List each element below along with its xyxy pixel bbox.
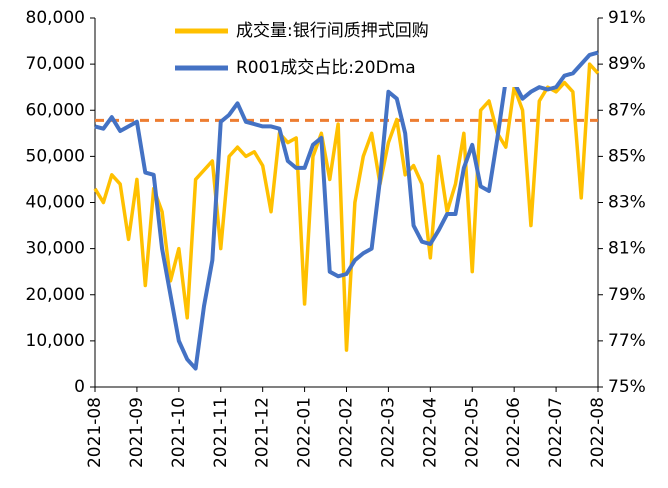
y-tick-label: 60,000 [26, 100, 85, 120]
series-line [93, 62, 600, 352]
y-tick-label: 40,000 [26, 193, 85, 213]
y2-tick-label: 85% [608, 146, 646, 166]
y-tick-label: 0 [74, 377, 85, 397]
x-tick-label: 2022-03 [378, 397, 398, 468]
x-tick-label: 2022-05 [462, 397, 482, 468]
x-tick-label: 2022-08 [588, 397, 608, 468]
x-tick-label: 2021-12 [253, 397, 273, 468]
y2-tick-label: 81% [608, 239, 646, 259]
x-tick-label: 2022-04 [420, 397, 440, 468]
y2-tick-label: 77% [608, 331, 646, 351]
y2-tick-label: 87% [608, 100, 646, 120]
y-tick-label: 80,000 [26, 8, 85, 28]
x-tick-label: 2022-06 [504, 397, 524, 468]
x-tick-label: 2022-01 [295, 397, 315, 468]
y2-tick-label: 75% [608, 377, 646, 397]
y2-tick-label: 79% [608, 285, 646, 305]
y-tick-label: 50,000 [26, 146, 85, 166]
y-tick-label: 20,000 [26, 285, 85, 305]
legend-label: 成交量:银行间质押式回购 [236, 21, 429, 41]
x-tick-label: 2021-08 [85, 397, 105, 468]
y2-tick-label: 89% [608, 54, 646, 74]
y2-tick-label: 91% [608, 8, 646, 28]
x-tick-label: 2021-10 [169, 397, 189, 468]
y-tick-label: 70,000 [26, 54, 85, 74]
y-tick-label: 30,000 [26, 239, 85, 259]
y-tick-label: 10,000 [26, 331, 85, 351]
x-tick-label: 2022-02 [337, 397, 357, 468]
x-tick-label: 2021-09 [127, 397, 147, 468]
x-tick-label: 2021-11 [211, 397, 231, 468]
x-tick-label: 2022-07 [546, 397, 566, 468]
legend-box [168, 12, 528, 87]
legend-label: R001成交占比:20Dma [236, 58, 416, 78]
y2-tick-label: 83% [608, 193, 646, 213]
